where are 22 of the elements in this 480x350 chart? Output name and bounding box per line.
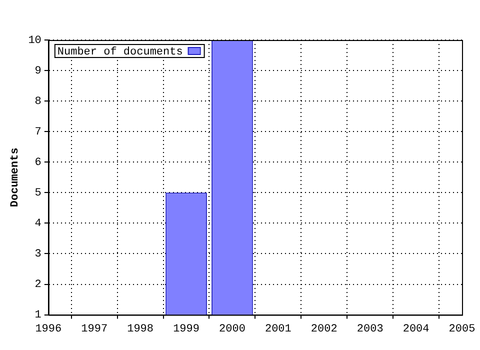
x-tick-label: 1996 (35, 323, 62, 336)
x-tick-label: 1998 (127, 323, 154, 336)
x-tick-label: 1999 (173, 323, 200, 336)
legend-label: Number of documents (57, 46, 183, 58)
x-tick-label: 2001 (264, 323, 292, 336)
y-tick-label: 9 (34, 65, 42, 78)
x-tick-label: 2002 (310, 323, 338, 336)
x-tick-label: 1997 (81, 323, 108, 336)
y-tick-label: 8 (34, 96, 42, 108)
x-tick-label: 2003 (356, 323, 384, 336)
x-tick-label: 2000 (219, 323, 246, 336)
y-tick-label: 5 (34, 188, 42, 200)
y-tick-label: 6 (34, 157, 42, 170)
y-axis-title: Documents (9, 148, 22, 208)
y-tick-label: 7 (34, 126, 42, 139)
x-tick-label: 2004 (402, 323, 430, 336)
y-tick-label: 1 (34, 310, 42, 322)
y-tick-label: 4 (34, 218, 42, 230)
x-tick-label: 2005 (448, 323, 476, 336)
y-tick-label: 3 (34, 248, 42, 261)
y-tick-label: 10 (28, 34, 42, 47)
y-tick-label: 2 (34, 279, 42, 292)
